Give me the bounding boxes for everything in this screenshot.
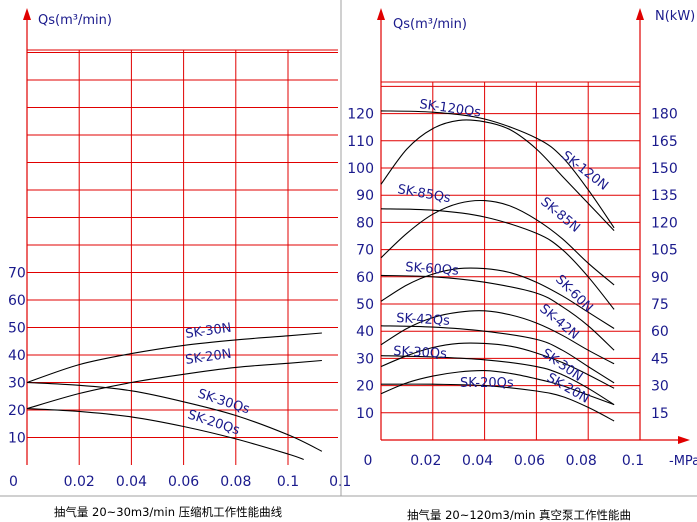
right-chart-caption: 抽气量 20~120m3/min 真空泵工作性能曲 [407, 508, 631, 522]
right-curve-label-sk-120qs: SK-120Qs [418, 97, 482, 121]
right-curve-label-sk-85qs: SK-85Qs [396, 182, 452, 206]
right-curve-sk-30qs [380, 355, 615, 406]
left-chart-compressor: Qs(m³/min) 10 20 30 40 50 60 70 0 0.02 0.04 0.06 0… [8, 8, 351, 519]
right-curve-sk-20n [380, 370, 615, 406]
right-curve-sk-60n [380, 267, 615, 329]
right-y2-tick-label: 45 [651, 351, 669, 367]
left-chart-caption: 抽气量 20~30m3/min 压缩机工作性能曲线 [54, 505, 283, 519]
left-curve-label-sk-20n: SK-20N [184, 347, 232, 368]
right-y2-tick-label: 90 [651, 270, 669, 286]
right-y2-tick-label: 180 [651, 107, 678, 123]
right-y-tick-label: 30 [356, 351, 374, 367]
right-y2-tick-label: 30 [651, 379, 669, 395]
left-x-tick-label: 0.1 [329, 474, 351, 490]
right-curve-sk-42n [380, 310, 615, 365]
right-y2-tick-label: 75 [651, 297, 669, 313]
right-y-axis-arrow-icon [377, 8, 385, 20]
left-y-axis-label: Qs(m³/min) [38, 13, 112, 28]
left-curve-sk-20n [26, 359, 322, 410]
right-curve-label-sk-120n: SK-120N [559, 148, 611, 193]
right-curve-label-sk-85n: SK-85N [537, 195, 582, 236]
left-x-tick-label: 0.02 [64, 474, 95, 490]
left-curve-sk-20qs [26, 408, 304, 461]
right-curve-label-sk-20qs: SK-20Qs [460, 376, 514, 391]
right-curve-sk-85qs [380, 208, 615, 310]
right-curve-sk-120qs [380, 110, 615, 229]
right-y-tick-label: 40 [356, 324, 374, 340]
right-curve-label-sk-42qs: SK-42Qs [396, 311, 451, 329]
right-curve-sk-120n [380, 119, 615, 231]
right-y2-tick-label: 135 [651, 188, 678, 204]
right-y2-tick-label: 165 [651, 134, 678, 150]
right-y-tick-label: 50 [356, 297, 374, 313]
right-y-tick-label: 70 [356, 243, 374, 259]
right-y-tick-label: 110 [347, 134, 374, 150]
left-y-tick-label: 50 [8, 321, 26, 337]
left-x-tick-label: 0 [9, 474, 18, 490]
right-y-tick-label: 80 [356, 215, 374, 231]
right-y-tick-label: 100 [347, 161, 374, 177]
right-curve-label-sk-42n: SK-42N [536, 302, 581, 343]
left-y-tick-label: 40 [8, 348, 26, 364]
right-y2-tick-label: 60 [651, 324, 669, 340]
right-y2-axis-label: N(kW) [655, 9, 695, 24]
right-curve-label-sk-60qs: SK-60Qs [405, 260, 460, 279]
left-x-tick-label: 0.06 [168, 474, 199, 490]
right-x-tick-label: 0 [364, 453, 373, 469]
right-y2-tick-label: 120 [651, 215, 678, 231]
right-y-tick-label: 60 [356, 270, 374, 286]
right-chart-vacuum-pump: Qs(m³/min) N(kW) -MPa 10 20 30 40 50 60 70 80 90… [347, 8, 697, 522]
left-curve-label-sk-30n: SK-30N [184, 321, 232, 342]
right-y2-tick-label: 105 [651, 243, 678, 259]
right-x-tick-label: 0.04 [462, 453, 493, 469]
right-x-tick-label: 0.08 [566, 453, 597, 469]
left-y-tick-label: 70 [8, 266, 26, 282]
right-curve-sk-30n [380, 342, 615, 389]
right-y-tick-label: 10 [356, 406, 374, 422]
right-x-tick-label: 0.02 [410, 453, 441, 469]
right-curve-sk-42qs [380, 325, 615, 384]
left-curve-sk-30qs [26, 381, 323, 452]
right-y2-tick-label: 150 [651, 161, 678, 177]
left-x-tick-label: 0.1 [277, 474, 299, 490]
left-y-tick-label: 10 [8, 431, 26, 447]
left-curve-sk-30n [26, 332, 322, 384]
right-y-tick-label: 120 [347, 107, 374, 123]
right-x-axis-arrow-icon [678, 436, 690, 444]
right-y2-tick-label: 15 [651, 406, 669, 422]
right-x-tick-label: 0.06 [514, 453, 545, 469]
left-x-tick-label: 0.04 [116, 474, 147, 490]
right-x-tick-label: 0.1 [622, 453, 644, 469]
right-curve-label-sk-30qs: SK-30Qs [393, 344, 448, 362]
right-y-axis-label: Qs(m³/min) [393, 17, 467, 32]
right-x-axis-unit: -MPa [669, 454, 697, 469]
right-y-tick-label: 20 [356, 379, 374, 395]
right-curve-sk-20qs [380, 383, 615, 422]
left-y-tick-label: 60 [8, 293, 26, 309]
right-y2-axis-arrow-icon [636, 8, 644, 20]
right-curve-sk-85n [380, 199, 615, 286]
left-x-tick-label: 0.08 [220, 474, 251, 490]
left-y-tick-label: 30 [8, 376, 26, 392]
right-curve-sk-60qs [380, 274, 615, 351]
left-y-axis-arrow-icon [23, 8, 31, 20]
right-y-tick-label: 90 [356, 188, 374, 204]
left-y-tick-label: 20 [8, 403, 26, 419]
